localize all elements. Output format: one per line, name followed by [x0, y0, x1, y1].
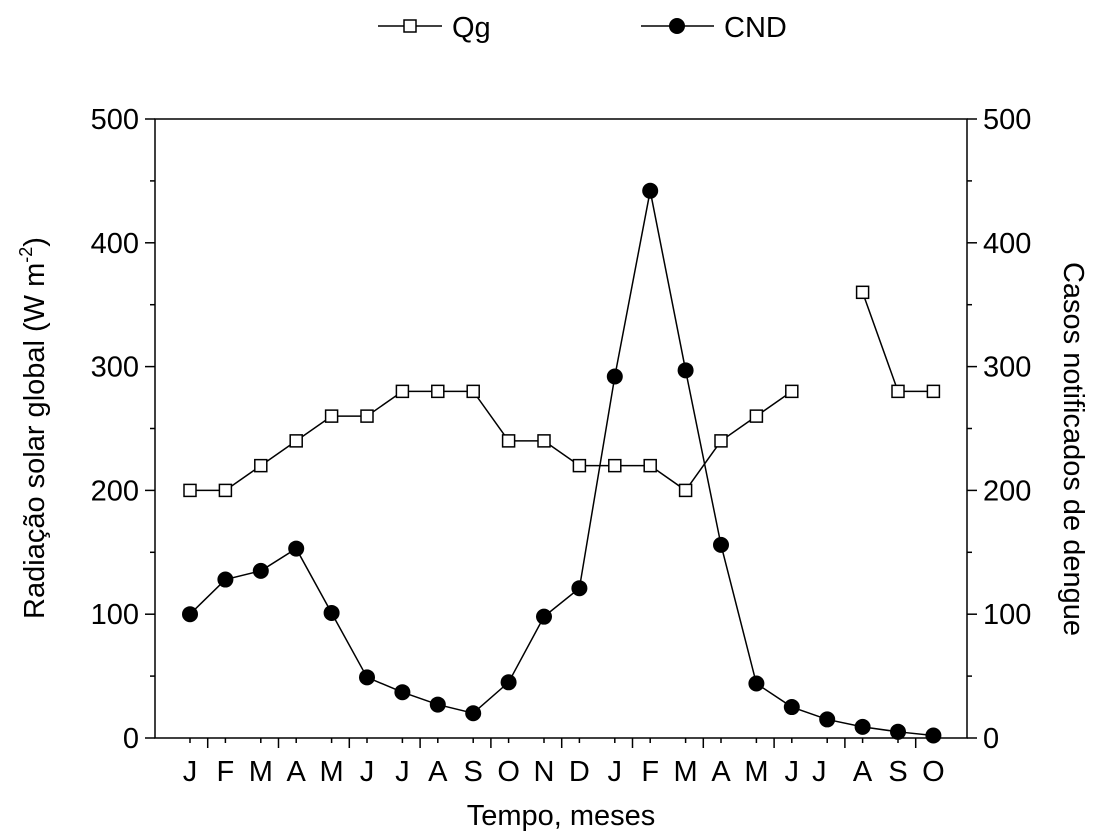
x-tick-label: M: [744, 756, 768, 788]
left-y-tick-label: 300: [91, 352, 139, 384]
cnd-point: [359, 669, 375, 686]
legend-cnd-label: CND: [724, 12, 787, 44]
qg-point: [608, 458, 622, 473]
x-tick-label: M: [249, 756, 273, 788]
x-tick-label: S: [888, 756, 907, 788]
left-y-tick-label: 400: [91, 228, 139, 260]
x-tick-label: N: [534, 756, 555, 788]
series-qg-line: [190, 390, 793, 492]
cnd-point: [642, 182, 659, 199]
series-markers: [182, 182, 942, 744]
qg-point: [218, 483, 233, 498]
x-tick-label: M: [320, 756, 344, 788]
qg-point: [714, 434, 728, 448]
right-y-tick-label: 100: [983, 599, 1031, 631]
x-tick-label: A: [853, 756, 873, 788]
qg-point: [891, 384, 905, 399]
x-tick-label: J: [608, 756, 623, 788]
cnd-point: [783, 699, 800, 716]
x-tick-label: S: [464, 756, 483, 788]
x-tick-label: F: [641, 756, 659, 788]
left-y-tick-label: 500: [91, 104, 139, 136]
qg-point: [749, 409, 764, 423]
x-tick-label: J: [395, 756, 410, 788]
cnd-point: [394, 684, 411, 701]
qg-point: [643, 458, 657, 473]
x-tick-label: J: [183, 756, 198, 788]
right-axis-title: Casos notificados de dengue: [1057, 262, 1089, 636]
cnd-point: [854, 718, 871, 735]
qg-point: [254, 458, 268, 473]
cnd-point: [182, 606, 198, 623]
qg-point: [572, 458, 587, 473]
cnd-point: [217, 571, 234, 588]
cnd-point: [713, 536, 729, 553]
x-tick-label: O: [922, 756, 945, 788]
cnd-point: [288, 540, 305, 557]
x-tick-label: J: [360, 756, 375, 788]
plot-frame: [154, 118, 968, 739]
left-axis-title-close: ): [19, 237, 51, 247]
right-y-tick-label: 500: [983, 104, 1031, 136]
cnd-point: [606, 368, 623, 385]
left-axis-title: Radiação solar global (W m-2): [16, 237, 51, 619]
right-y-tick-label: 0: [983, 723, 999, 755]
qg-point: [466, 384, 480, 399]
x-tick-label: A: [428, 756, 448, 788]
x-tick-label: J: [785, 756, 800, 788]
legend: Qg CND: [378, 12, 787, 44]
x-tick-label: J: [812, 756, 827, 788]
left-y-tick-label: 0: [123, 723, 139, 755]
x-tick-label: M: [674, 756, 698, 788]
cnd-point: [925, 727, 942, 744]
cnd-point: [748, 675, 765, 692]
qg-point: [678, 483, 693, 498]
x-tick-label: A: [711, 756, 731, 788]
cnd-point: [890, 723, 906, 740]
left-axis-title-sup: -2: [16, 247, 36, 263]
right-y-tick-label: 300: [983, 352, 1031, 384]
qg-point: [360, 409, 374, 423]
qg-point: [324, 409, 339, 423]
qg-point: [537, 434, 551, 448]
left-y-tick-label: 100: [91, 599, 139, 631]
qg-point: [431, 384, 445, 399]
qg-point: [926, 384, 941, 399]
qg-point: [289, 434, 303, 448]
qg-point: [395, 384, 410, 399]
cnd-point: [819, 711, 836, 728]
x-axis-title: Tempo, meses: [467, 800, 656, 832]
x-tick-label: A: [287, 756, 307, 788]
left-axis-title-main: Radiação solar global (W m: [19, 263, 51, 619]
cnd-point: [465, 705, 482, 722]
x-tick-label: O: [497, 756, 520, 788]
qg-point: [785, 384, 799, 399]
series-lines: [189, 190, 934, 737]
cnd-point: [429, 696, 446, 713]
cnd-point: [500, 674, 517, 691]
x-tick-label: F: [217, 756, 235, 788]
legend-qg-label: Qg: [452, 12, 491, 44]
qg-point: [855, 285, 870, 300]
left-y-tick-label: 200: [91, 475, 139, 507]
legend-qg-marker: [403, 19, 417, 33]
series-cnd-line: [189, 190, 934, 737]
qg-point: [183, 483, 197, 498]
legend-cnd-marker: [669, 18, 685, 34]
qg-point: [501, 434, 516, 448]
cnd-point: [323, 604, 340, 621]
right-y-tick-label: 200: [983, 475, 1031, 507]
x-tick-label: D: [569, 756, 590, 788]
cnd-point: [536, 608, 552, 625]
series-qg-line: [861, 292, 934, 393]
cnd-point: [252, 562, 269, 579]
cnd-point: [571, 580, 588, 597]
right-y-tick-label: 400: [983, 228, 1031, 260]
cnd-point: [677, 362, 694, 379]
